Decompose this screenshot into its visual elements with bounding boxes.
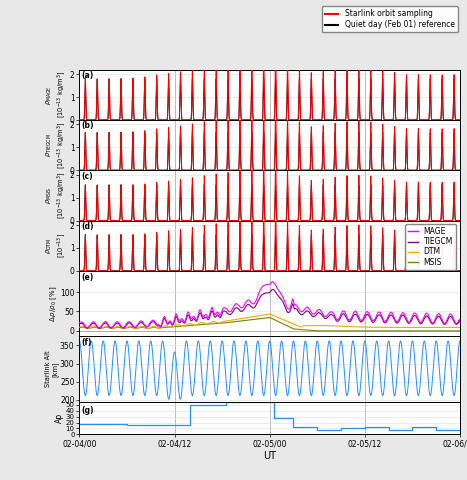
Y-axis label: $\rho_\mathrm{DTM}$
$[10^{-13}]$: $\rho_\mathrm{DTM}$ $[10^{-13}]$ bbox=[44, 233, 68, 258]
Text: (e): (e) bbox=[81, 273, 93, 282]
Y-axis label: Starlink Alt
[km]: Starlink Alt [km] bbox=[45, 351, 58, 387]
TIEGCM bbox=[450, 316, 456, 322]
TIEGCM bbox=[223, 309, 228, 314]
DTM bbox=[457, 325, 463, 331]
DTM bbox=[267, 311, 272, 317]
MAGE bbox=[409, 314, 415, 320]
DTM bbox=[143, 325, 149, 331]
TIEGCM bbox=[120, 325, 126, 331]
TIEGCM bbox=[77, 321, 82, 327]
MAGE bbox=[143, 323, 149, 329]
MSIS bbox=[266, 315, 272, 321]
MSIS bbox=[77, 324, 82, 330]
DTM bbox=[77, 324, 82, 330]
DTM bbox=[121, 325, 127, 331]
TIEGCM bbox=[457, 318, 463, 324]
MSIS bbox=[450, 328, 456, 334]
MSIS bbox=[417, 328, 423, 334]
Y-axis label: $\rho_\mathrm{MSIS}$
$[10^{-13}\ \mathrm{kg/m}^3]$: $\rho_\mathrm{MSIS}$ $[10^{-13}\ \mathrm… bbox=[44, 172, 68, 219]
Legend: Starlink orbit sampling, Quiet day (Feb 01) reference: Starlink orbit sampling, Quiet day (Feb … bbox=[322, 6, 458, 32]
Text: (f): (f) bbox=[81, 338, 92, 347]
DTM bbox=[450, 324, 456, 330]
MAGE bbox=[239, 305, 245, 311]
Y-axis label: $\rho_\mathrm{TIEGCM}$
$[10^{-13}\ \mathrm{kg/m}^3]$: $\rho_\mathrm{TIEGCM}$ $[10^{-13}\ \math… bbox=[44, 121, 68, 168]
Text: (a): (a) bbox=[81, 71, 93, 80]
MSIS bbox=[409, 328, 414, 334]
TIEGCM bbox=[97, 325, 102, 331]
TIEGCM bbox=[409, 317, 415, 323]
TIEGCM bbox=[143, 324, 149, 330]
Line: MAGE: MAGE bbox=[79, 282, 460, 328]
MAGE bbox=[450, 314, 456, 320]
MSIS bbox=[223, 320, 228, 326]
MSIS bbox=[457, 328, 463, 334]
MAGE bbox=[223, 305, 228, 311]
Line: DTM: DTM bbox=[79, 314, 460, 328]
MSIS bbox=[142, 325, 148, 331]
Text: (b): (b) bbox=[81, 121, 94, 131]
Legend: MAGE, TIEGCM, DTM, MSIS: MAGE, TIEGCM, DTM, MSIS bbox=[405, 224, 456, 270]
DTM bbox=[409, 324, 415, 330]
DTM bbox=[120, 325, 126, 331]
MSIS bbox=[120, 325, 126, 331]
Line: MSIS: MSIS bbox=[79, 318, 460, 331]
Text: (c): (c) bbox=[81, 172, 93, 181]
X-axis label: UT: UT bbox=[263, 451, 276, 461]
DTM bbox=[223, 318, 228, 324]
Y-axis label: Ap: Ap bbox=[55, 413, 64, 423]
MAGE bbox=[457, 317, 463, 323]
MAGE bbox=[269, 279, 275, 285]
TIEGCM bbox=[239, 308, 245, 314]
MSIS bbox=[239, 318, 245, 324]
MAGE bbox=[120, 325, 126, 331]
Text: (g): (g) bbox=[81, 406, 94, 415]
Text: (d): (d) bbox=[81, 222, 94, 231]
MAGE bbox=[77, 320, 82, 325]
TIEGCM bbox=[270, 287, 276, 292]
Y-axis label: $\Delta\,\rho/\rho_0$ [%]: $\Delta\,\rho/\rho_0$ [%] bbox=[48, 286, 59, 322]
DTM bbox=[239, 315, 245, 321]
MAGE bbox=[120, 325, 126, 331]
Y-axis label: $\rho_\mathrm{MAGE}$
$[10^{-13}\ \mathrm{kg/m}^3]$: $\rho_\mathrm{MAGE}$ $[10^{-13}\ \mathrm… bbox=[44, 71, 68, 119]
Line: TIEGCM: TIEGCM bbox=[79, 289, 460, 328]
